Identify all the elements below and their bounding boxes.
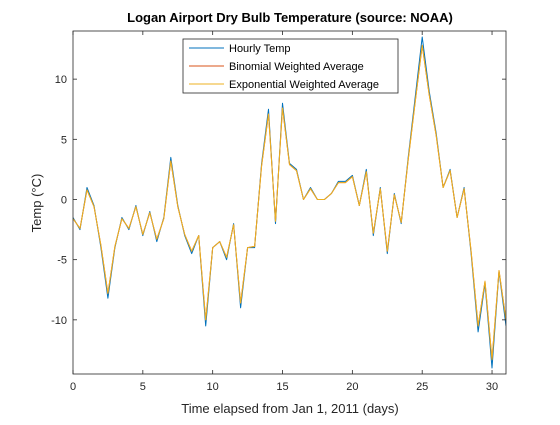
legend-entry-binomial: Binomial Weighted Average <box>229 61 364 73</box>
legend: Hourly Temp Binomial Weighted Average Ex… <box>182 38 399 94</box>
y-tick-label: -10 <box>51 315 67 327</box>
x-tick-label: 5 <box>140 381 146 393</box>
y-tick-label: -5 <box>57 255 67 267</box>
plot-frame <box>72 30 507 375</box>
y-axis-label-main: Temp ( <box>29 192 44 232</box>
y-tick-label: 10 <box>55 74 67 86</box>
y-tick-label: 0 <box>61 194 67 206</box>
y-axis-label-unit: °C) <box>29 174 44 193</box>
legend-entry-hourly: Hourly Temp <box>229 43 291 55</box>
x-tick-label: 30 <box>486 381 498 393</box>
y-tick-label: 5 <box>61 134 67 146</box>
x-tick-label: 0 <box>70 381 76 393</box>
legend-entry-exponential: Exponential Weighted Average <box>229 79 379 91</box>
x-tick-label: 10 <box>207 381 219 393</box>
series-layer <box>73 36 506 369</box>
series-exponential-average-line <box>73 44 506 361</box>
axis-layer: 0 5 10 15 20 25 30 10 5 0 -5 -10 <box>51 31 506 393</box>
chart-title: Logan Airport Dry Bulb Temperature (sour… <box>127 10 453 25</box>
x-axis-label: Time elapsed from Jan 1, 2011 (days) <box>181 401 399 416</box>
y-axis-label: Temp (°C) <box>29 174 44 233</box>
x-tick-label: 25 <box>416 381 428 393</box>
x-tick-label: 20 <box>346 381 358 393</box>
x-tick-label: 15 <box>276 381 288 393</box>
